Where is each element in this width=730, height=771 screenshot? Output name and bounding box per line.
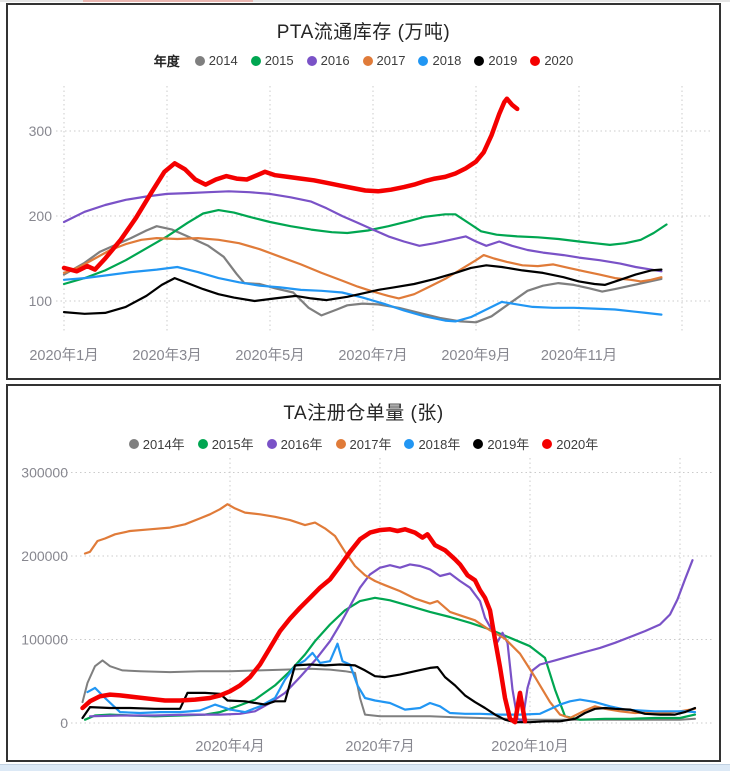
legend-label: 2016 [320,53,350,68]
legend-swatch-2017年 [335,438,346,449]
legend-item-2017[interactable]: 2017 [362,53,406,68]
legend-title: 年度 [153,54,180,69]
legend-label: 2017年 [349,437,392,452]
legend-item-2020年[interactable]: 2020年 [542,434,598,453]
legend-label: 2019年 [487,437,530,452]
legend-swatch-2015 [250,55,261,66]
legend-label: 2016年 [280,437,323,452]
legend-swatch-2019年 [473,438,484,449]
legend-label: 2020 [544,53,574,68]
legend-swatch-2017 [362,55,373,66]
window-top-strip [0,0,730,2]
legend-swatch-2015年 [197,438,208,449]
legend-label: 2018年 [418,437,461,452]
legend-label: 2020年 [556,437,599,452]
legend-swatch-2018年 [404,438,415,449]
chart-card-ta-warrants: TA注册仓单量 (张) 2014年 2015年 2016年 2017年 2018年 201… [6,384,721,762]
legend-item-2019年[interactable]: 2019年 [473,434,529,453]
legend-label: 2019 [488,53,518,68]
window-top-strip-accent [83,0,253,2]
legend-item-2018[interactable]: 2018 [418,53,461,68]
legend-item-2015[interactable]: 2015 [250,53,294,68]
legend-ta-warrants: 2014年 2015年 2016年 2017年 2018年 2019年 2020年 [8,434,719,453]
legend-item-2015年[interactable]: 2015年 [197,434,254,453]
chart-title-ta-warrants: TA注册仓单量 (张) [283,403,444,424]
legend-item-2016年[interactable]: 2016年 [266,434,323,453]
legend-item-2020[interactable]: 2020 [530,53,573,68]
legend-label: 2015 [264,53,294,68]
chart-title-pta-inventory: PTA流通库存 (万吨) [276,22,451,43]
legend-pta-inventory: 年度 2014 2015 2016 2017 2018 2019 2020 [8,51,719,70]
legend-label: 2014 [208,53,238,68]
legend-swatch-2014 [194,55,205,66]
legend-label: 2018 [432,53,462,68]
legend-swatch-2016 [306,55,317,66]
legend-swatch-2018 [418,55,429,66]
legend-label: 2014年 [142,437,185,452]
window-bottom-strip [0,764,730,771]
legend-item-2014[interactable]: 2014 [194,53,238,68]
legend-item-2014年[interactable]: 2014年 [128,434,185,453]
legend-item-2018年[interactable]: 2018年 [404,434,460,453]
legend-item-2019[interactable]: 2019 [474,53,517,68]
legend-item-2017年[interactable]: 2017年 [335,434,392,453]
legend-swatch-2016年 [266,438,277,449]
legend-label: 2017 [376,53,406,68]
legend-swatch-2020 [530,55,541,66]
legend-item-2016[interactable]: 2016 [306,53,350,68]
legend-label: 2015年 [211,437,254,452]
legend-swatch-2019 [474,55,485,66]
legend-swatch-2014年 [128,438,139,449]
chart-card-pta-inventory: PTA流通库存 (万吨) 年度 2014 2015 2016 2017 2018 2019 2… [6,3,721,380]
legend-swatch-2020年 [542,438,553,449]
